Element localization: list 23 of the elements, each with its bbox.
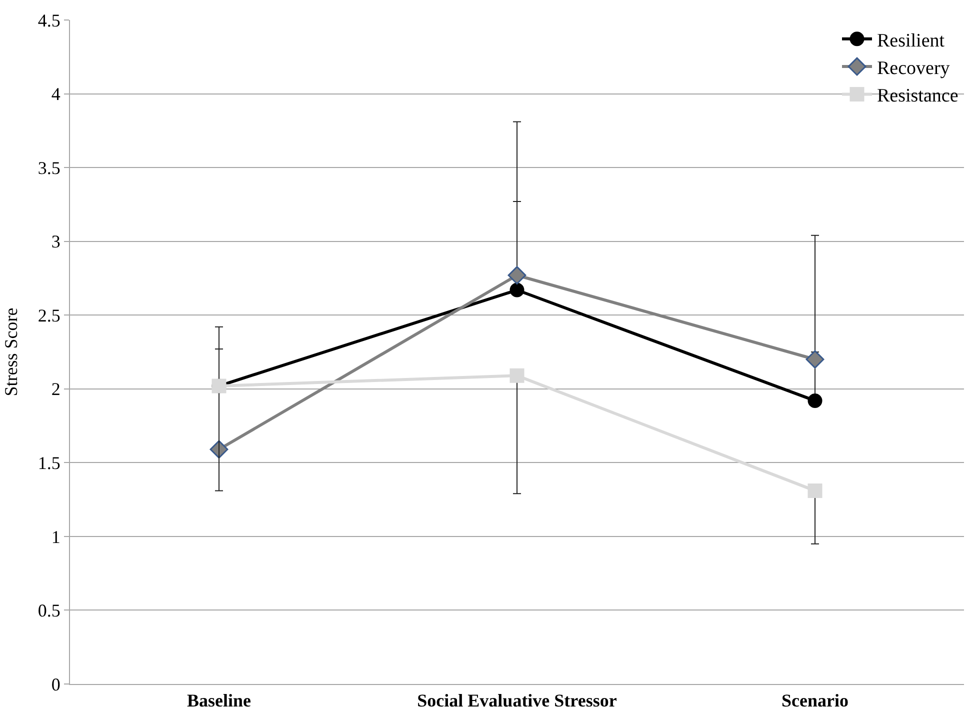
y-tick-label: 0.5 [38,600,60,621]
legend-label: Recovery [877,58,950,79]
y-tick-label: 0 [51,674,60,694]
point [508,266,526,284]
y-tick-label: 2.5 [38,305,60,326]
y-tick-label: 2 [51,379,60,400]
point [806,350,824,369]
legend-label: Resistance [877,86,958,107]
point [510,282,524,298]
x-tick-label: Scenario [782,690,848,711]
legend-label: Resilient [877,30,946,52]
y-tick-label: 1.5 [38,452,60,473]
point [510,368,524,383]
y-tick-label: 4 [51,84,60,104]
x-tick-label: Baseline [186,690,252,711]
y-tick-label: 4.5 [38,10,60,30]
y-tick-label: 1 [51,526,60,547]
y-tick-label: 3.5 [38,158,60,178]
y-axis-title: Stress Score [1,308,22,396]
x-tick-label: Social Evaluative Stressor [417,690,617,711]
point [808,393,822,408]
point [808,483,822,498]
y-tick-label: 3 [51,232,60,252]
